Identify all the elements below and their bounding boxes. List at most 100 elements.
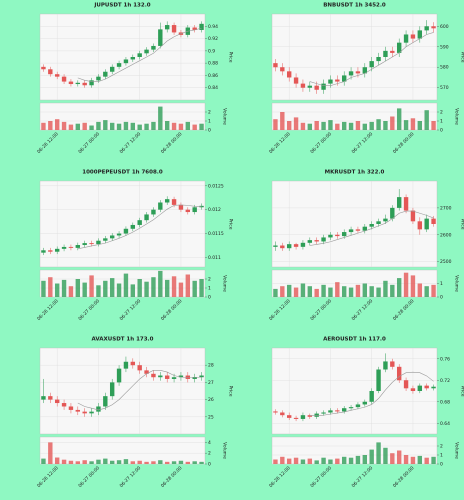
candle-body: [424, 218, 429, 230]
candle-body: [89, 243, 94, 245]
candle-body: [286, 71, 292, 78]
volume-bar: [61, 459, 67, 464]
volume-bar: [376, 119, 381, 130]
candle-body: [286, 415, 292, 418]
candle-body: [286, 244, 292, 249]
volume-bar: [123, 459, 129, 464]
volume-bar: [164, 121, 170, 130]
volume-bar: [390, 116, 395, 130]
volume-bar: [321, 457, 326, 464]
volume-bar: [341, 121, 347, 130]
volume-bar: [293, 287, 299, 297]
volume-bar: [82, 282, 87, 297]
y-tick-label: 1: [440, 453, 443, 459]
volume-bar: [341, 456, 347, 464]
y-tick-label: 1: [208, 286, 211, 292]
volume-bar: [396, 278, 402, 297]
candle-body: [417, 221, 423, 230]
x-tick-label: 06-27 12:00: [350, 298, 374, 322]
candle-body: [335, 234, 340, 237]
volume-bar: [151, 277, 156, 297]
candle-body: [431, 218, 436, 224]
y-tick-label: 0.84: [208, 85, 218, 91]
candle-body: [123, 59, 129, 64]
candle-body: [144, 214, 149, 221]
candle-body: [369, 391, 374, 402]
candle-body: [171, 199, 177, 205]
candle-body: [82, 411, 87, 414]
volume-bar: [280, 112, 285, 130]
candle-body: [61, 76, 67, 82]
candle-body: [376, 369, 381, 391]
volume-bar: [116, 460, 122, 464]
y-tick-label: 2: [208, 277, 211, 283]
y-axis-label: Price: [228, 219, 234, 230]
volume-plot-area: [39, 102, 206, 131]
y-tick-label: 0: [440, 462, 443, 468]
volume-bar: [417, 121, 423, 130]
volume-bar: [383, 280, 388, 297]
volume-bar: [164, 461, 170, 464]
candle-body: [151, 373, 156, 378]
volume-bar: [151, 121, 156, 130]
candle-body: [109, 382, 115, 397]
volume-bar: [293, 117, 299, 130]
volume-bar: [144, 281, 149, 297]
volume-bar: [137, 124, 142, 130]
y-tick-label: 0.64: [440, 421, 450, 427]
candle-body: [348, 407, 354, 409]
candle-body: [348, 71, 354, 76]
y-tick-label: 2: [208, 451, 211, 457]
volume-bar: [273, 459, 278, 464]
volume-bar: [314, 121, 319, 130]
volume-bar: [144, 123, 149, 130]
candle-body: [137, 365, 142, 371]
candle-body: [307, 85, 313, 88]
volume-bar: [158, 270, 163, 297]
candle-body: [273, 245, 278, 247]
candle-body: [417, 30, 423, 39]
volume-bar: [396, 450, 402, 464]
volume-bar: [48, 277, 53, 297]
volume-bar: [123, 121, 129, 130]
volume-bar: [403, 455, 409, 464]
candle-body: [314, 413, 319, 417]
volume-bar: [362, 123, 368, 130]
price-plot-area: [39, 347, 206, 435]
volume-bar: [89, 125, 94, 130]
volume-bar: [321, 284, 326, 297]
candle-body: [103, 238, 108, 241]
y-tick-label: 0: [208, 462, 211, 468]
y-tick-label: 0.92: [208, 36, 218, 42]
candle-body: [335, 410, 340, 412]
volume-bar: [293, 457, 299, 464]
y-tick-label: 2: [440, 444, 443, 450]
volume-bar: [89, 461, 94, 464]
y-tick-label: 570: [440, 85, 449, 91]
volume-plot-area: [39, 436, 206, 465]
x-tick-label: 06-27 00:00: [77, 465, 101, 489]
volume-bar: [410, 275, 416, 297]
candle-body: [116, 233, 122, 236]
y-tick-label: 2500: [440, 259, 452, 265]
candle-body: [369, 224, 374, 227]
volume-bar: [41, 122, 46, 130]
candle-body: [103, 396, 108, 407]
candle-body: [390, 50, 395, 53]
volume-bar: [362, 455, 368, 464]
volume-bar: [130, 122, 136, 130]
volume-bar: [75, 279, 81, 297]
volume-bar: [369, 121, 374, 130]
y-tick-label: 0.9: [208, 48, 215, 54]
y-tick-label: 2600: [440, 232, 452, 238]
candle-body: [164, 375, 170, 379]
candle-body: [280, 412, 285, 416]
volume-plot-area: [39, 269, 206, 298]
volume-bar: [355, 121, 361, 130]
moving-average: [309, 210, 434, 246]
candle-body: [68, 246, 74, 248]
candle-body: [403, 197, 409, 211]
volume-bar: [314, 460, 319, 464]
volume-bar: [335, 123, 340, 130]
x-tick-label: 06-28 00:00: [160, 298, 184, 322]
